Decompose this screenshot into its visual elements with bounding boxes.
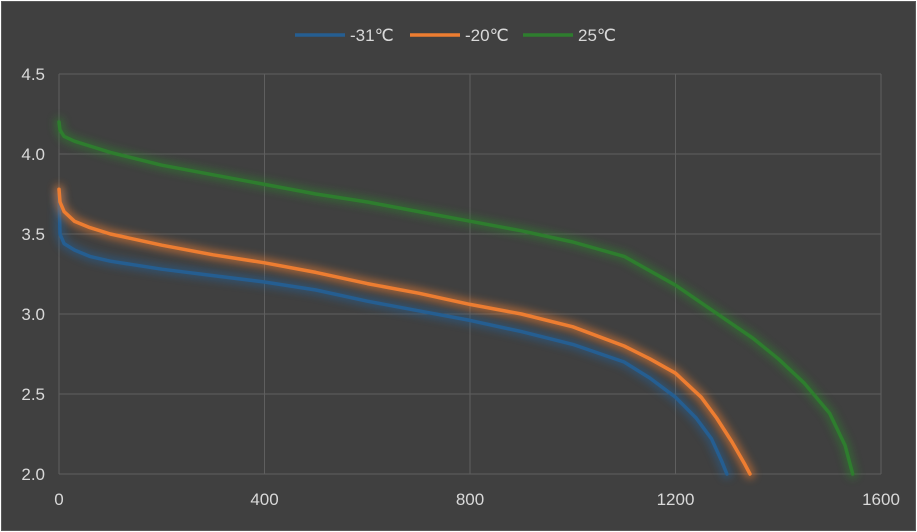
legend: -31℃ -20℃ 25℃ (295, 26, 616, 45)
y-tick-label: 3.5 (21, 225, 45, 244)
y-tick-label: 4.5 (21, 65, 45, 84)
x-tick-label: 1200 (657, 490, 695, 509)
x-tick-label: 800 (456, 490, 484, 509)
x-tick-label: 0 (54, 490, 63, 509)
legend-label: -20℃ (465, 26, 509, 45)
y-tick-label: 2.5 (21, 385, 45, 404)
series-stroke (57, 192, 729, 476)
y-axis-tick-labels: 2.0 2.5 3.0 3.5 4.0 4.5 (21, 65, 45, 484)
series-stroke (57, 187, 752, 476)
legend-label: -31℃ (350, 26, 394, 45)
legend-item-1: -31℃ (295, 26, 394, 45)
x-tick-label: 400 (250, 490, 278, 509)
series-line-2 (54, 184, 755, 479)
y-tick-label: 2.0 (21, 465, 45, 484)
series-glow (54, 189, 732, 479)
series-lines (54, 117, 858, 479)
y-tick-label: 4.0 (21, 145, 45, 164)
series-line-3 (54, 117, 858, 479)
gridlines (58, 73, 882, 475)
series-line-1 (54, 189, 732, 479)
x-tick-label: 1600 (862, 490, 900, 509)
legend-item-2: -20℃ (410, 26, 509, 45)
x-axis-tick-labels: 0 400 800 1200 1600 (54, 490, 900, 509)
series-glow (54, 184, 755, 479)
series-stroke (57, 120, 855, 476)
legend-label: 25℃ (578, 26, 616, 45)
legend-item-3: 25℃ (523, 26, 616, 45)
y-tick-label: 3.0 (21, 305, 45, 324)
